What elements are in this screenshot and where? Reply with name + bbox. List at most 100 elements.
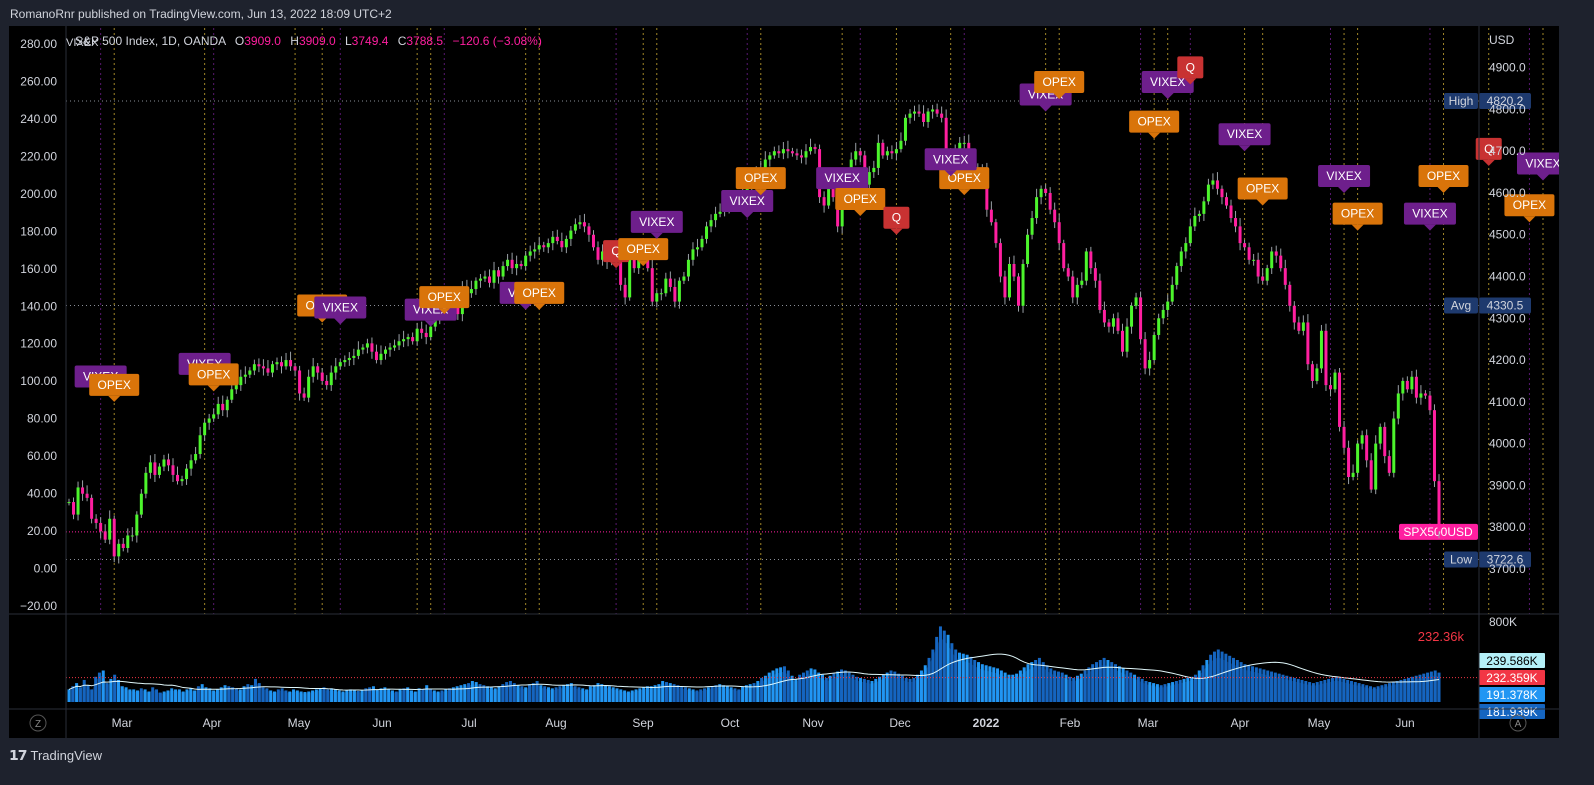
candle-body (1414, 376, 1418, 398)
candle-body (334, 366, 338, 373)
volume-bar (162, 691, 166, 702)
candle-body (1297, 322, 1301, 331)
marker-vixex[interactable]: VIXEX (314, 296, 367, 325)
volume-bar (809, 668, 813, 702)
a-button[interactable]: A (1509, 714, 1527, 732)
candle-body (1247, 247, 1251, 260)
candle-body (1315, 368, 1319, 381)
volume-bar (748, 684, 752, 702)
marker-vixex[interactable]: VIXEX (721, 190, 774, 219)
volume-bar (737, 689, 741, 702)
time-tick-label: Dec (889, 716, 910, 730)
volume-bar (703, 688, 707, 702)
marker-opex[interactable]: OPEX (735, 167, 786, 196)
volume-bar (588, 686, 592, 702)
candle-body (1012, 263, 1016, 277)
volume-bar (406, 687, 410, 702)
marker-opex[interactable]: OPEX (1129, 110, 1180, 139)
candle-body (673, 286, 677, 302)
volume-bar (1041, 662, 1045, 702)
volume-bar (950, 643, 954, 702)
marker-vixex[interactable]: VIXEX (1318, 164, 1371, 193)
time-tick-label: May (1308, 716, 1331, 730)
price-chart[interactable]: High 4820.2 Avg 4330.5 Low 3722.6 SPX500USD VI… (9, 26, 1569, 738)
marker-opex[interactable]: OPEX (1504, 194, 1555, 223)
footer-brand[interactable]: TradingView (30, 748, 103, 763)
candle-body (81, 487, 85, 494)
marker-vixex[interactable]: VIXEX (924, 148, 977, 177)
volume-bar (299, 691, 303, 702)
marker-label: VIXEX (1412, 207, 1447, 221)
candle-body (985, 170, 989, 210)
marker-label: VIXEX (1525, 156, 1559, 170)
marker-vixex[interactable]: VIXEX (630, 210, 683, 239)
volume-bar (1030, 662, 1034, 702)
volume-bar (977, 662, 981, 702)
volume-bar (352, 689, 356, 702)
marker-opex[interactable]: OPEX (1034, 71, 1085, 100)
marker-vixex[interactable]: VIXEX (1516, 152, 1569, 181)
candle-body (881, 142, 885, 156)
candle-body (659, 293, 663, 295)
marker-label: OPEX (1341, 207, 1374, 221)
z-button[interactable]: Z (29, 714, 47, 732)
candle-body (180, 479, 184, 482)
marker-opex[interactable]: OPEX (618, 238, 669, 267)
volume-bar (615, 688, 619, 702)
marker-pointer (1482, 159, 1495, 166)
marker-box (618, 238, 669, 261)
volume-bar (680, 686, 684, 702)
marker-q[interactable]: Q (883, 206, 910, 235)
candle-body (705, 226, 709, 239)
candle-body (411, 337, 415, 342)
marker-q[interactable]: Q (1475, 137, 1502, 166)
candle-body (546, 243, 550, 248)
marker-opex[interactable]: OPEX (1237, 177, 1288, 206)
candle-body (628, 259, 632, 298)
marker-opex[interactable]: OPEX (89, 373, 140, 402)
volume-bar (847, 672, 851, 702)
volume-bar (935, 636, 939, 702)
marker-opex[interactable]: OPEX (835, 187, 886, 216)
marker-opex[interactable]: OPEX (1332, 202, 1383, 231)
tradingview-logo-icon[interactable]: 𝟭𝟳 (9, 747, 28, 763)
candle-body (1288, 284, 1292, 306)
marker-pointer (1338, 186, 1351, 193)
volume-bar (105, 683, 109, 702)
volume-bar (444, 689, 448, 702)
volume-bar (1053, 670, 1057, 702)
candle-body (1423, 393, 1427, 396)
volume-bar (634, 689, 638, 702)
volume-bar (1140, 678, 1144, 702)
candle-body (1238, 226, 1242, 244)
left-tick-label: −20.00 (20, 599, 57, 613)
marker-vixex[interactable]: VIXEX (1403, 202, 1456, 231)
volume-bar (1300, 679, 1304, 702)
marker-label: OPEX (744, 171, 777, 185)
volume-bar (862, 678, 866, 702)
marker-opex[interactable]: OPEX (419, 286, 470, 315)
candle-body (284, 360, 288, 367)
candle-body (1369, 460, 1373, 490)
volume-bar (889, 670, 893, 702)
candle-body (433, 318, 437, 327)
marker-q[interactable]: Q (1177, 56, 1204, 85)
candle-body (469, 289, 473, 294)
price-tick-label: 3900.0 (1489, 478, 1526, 492)
volume-bar (1155, 684, 1159, 702)
marker-opex[interactable]: OPEX (1418, 164, 1469, 193)
left-tick-label: 40.00 (27, 487, 57, 501)
marker-opex[interactable]: OPEX (188, 363, 239, 392)
volume-bar (1133, 674, 1137, 702)
volume-bar (714, 685, 718, 702)
candle-body (99, 522, 103, 532)
marker-vixex[interactable]: VIXEX (1218, 123, 1271, 152)
price-tick-label: 4900.0 (1489, 61, 1526, 75)
candle-body (1035, 197, 1039, 219)
volume-bar (1098, 660, 1102, 702)
volume-badge (1479, 670, 1545, 685)
candle-body (270, 364, 274, 373)
marker-opex[interactable]: OPEX (514, 281, 565, 310)
candle-body (772, 151, 776, 156)
volume-bar (269, 690, 273, 702)
